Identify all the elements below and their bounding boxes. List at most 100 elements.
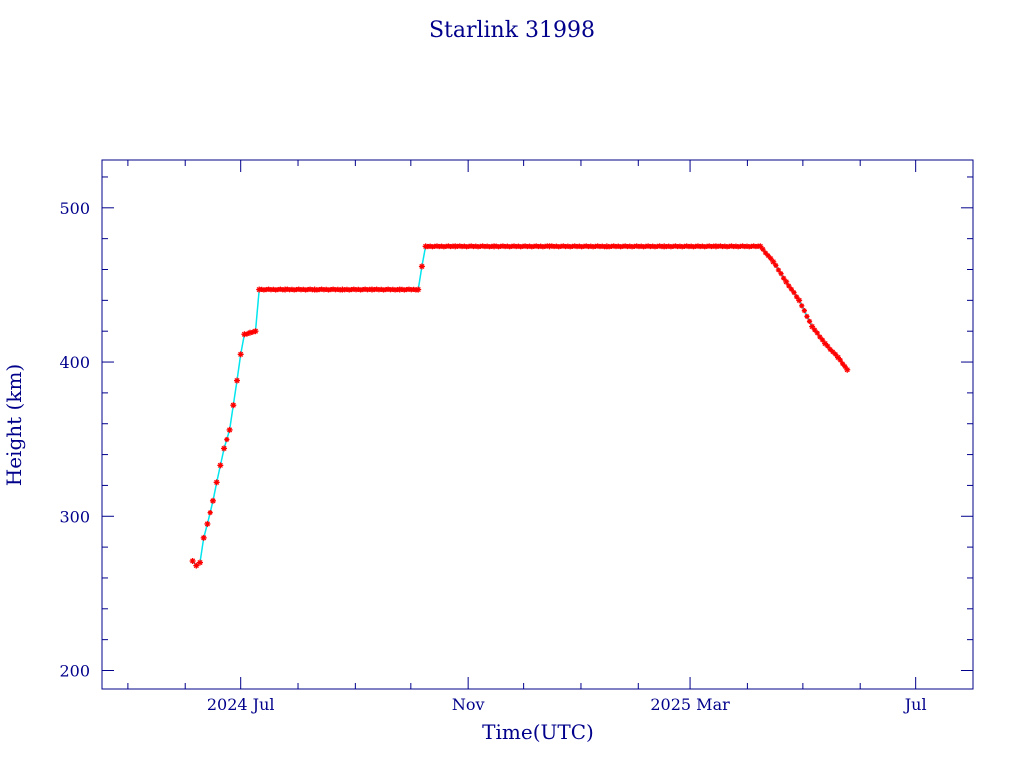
data-point-stroke: [768, 256, 773, 261]
data-point-stroke: [711, 243, 716, 249]
y-tick-label: 300: [59, 507, 90, 526]
axis-ticks: 2024 Jul Nov 2025 Mar Jul 200 300 400 500: [59, 160, 974, 714]
data-point: [367, 286, 373, 292]
data-point: [806, 318, 813, 324]
data-point-stroke: [217, 462, 223, 468]
series-line: [192, 245, 848, 567]
data-point: [760, 246, 766, 252]
data-point: [204, 520, 211, 527]
data-point: [796, 297, 803, 304]
data-point-stroke: [419, 263, 425, 269]
data-point: [809, 323, 816, 330]
data-point-stroke: [799, 303, 805, 309]
x-tick-label: 2025 Mar: [650, 695, 730, 714]
data-point: [832, 351, 839, 357]
data-point-stroke: [809, 324, 815, 330]
data-point: [799, 303, 805, 309]
data-point: [601, 244, 608, 250]
data-point-stroke: [190, 558, 196, 564]
data-point-stroke: [827, 347, 833, 352]
data-point: [819, 337, 826, 343]
data-point: [844, 366, 851, 373]
data-point-stroke: [830, 349, 836, 355]
series-layer: [189, 243, 851, 569]
data-point-stroke: [786, 283, 792, 289]
data-point-stroke: [197, 559, 203, 566]
data-point-stroke: [833, 351, 838, 357]
data-point: [394, 286, 401, 293]
data-point: [418, 263, 425, 270]
data-point: [200, 534, 207, 541]
data-point: [837, 357, 843, 363]
data-point-stroke: [770, 259, 776, 265]
y-tick-label: 400: [59, 353, 90, 372]
data-point: [209, 497, 216, 504]
data-point-stroke: [210, 498, 216, 504]
data-point: [814, 330, 820, 336]
data-point: [659, 243, 665, 250]
data-point-stroke: [776, 267, 781, 273]
data-point-stroke: [820, 337, 825, 343]
data-point: [793, 294, 800, 300]
data-point-stroke: [234, 377, 240, 384]
data-point-stroke: [310, 287, 315, 293]
chart-title: Starlink 31998: [429, 18, 595, 43]
data-point-stroke: [367, 287, 372, 292]
data-point-stroke: [230, 402, 236, 408]
data-point-stroke: [250, 329, 255, 335]
data-point-stroke: [755, 243, 761, 249]
data-point-stroke: [413, 287, 419, 293]
data-point-stroke: [207, 510, 213, 515]
data-point-stroke: [221, 445, 227, 451]
data-point: [337, 287, 343, 293]
data-point: [237, 351, 244, 358]
plot-frame: [101, 159, 974, 690]
data-point-stroke: [765, 253, 771, 258]
data-point: [778, 271, 784, 277]
x-tick-label: 2024 Jul: [207, 695, 275, 714]
data-point-stroke: [450, 243, 456, 249]
data-point: [783, 278, 790, 285]
data-point-stroke: [794, 294, 799, 300]
data-point: [213, 479, 220, 486]
data-point-stroke: [825, 343, 830, 349]
data-point-stroke: [783, 279, 789, 285]
data-point-stroke: [822, 340, 828, 347]
data-point-stroke: [760, 246, 766, 252]
data-point: [765, 253, 771, 259]
data-point-stroke: [238, 351, 244, 357]
data-point: [230, 402, 237, 409]
data-point: [226, 426, 233, 433]
data-point: [450, 243, 456, 249]
data-point-stroke: [807, 319, 812, 324]
data-point: [189, 557, 196, 564]
data-point-stroke: [489, 244, 495, 249]
data-point: [775, 267, 782, 273]
data-point: [233, 377, 240, 384]
x-tick-label: Nov: [452, 695, 485, 714]
data-point-stroke: [791, 290, 797, 295]
data-point-stroke: [773, 263, 779, 268]
data-point: [825, 343, 831, 349]
y-tick-label: 200: [59, 661, 90, 680]
data-point-stroke: [812, 327, 817, 333]
data-point-stroke: [337, 287, 343, 293]
x-tick-label: Jul: [903, 695, 927, 714]
data-point-stroke: [838, 357, 843, 363]
data-point: [413, 287, 419, 293]
data-point: [773, 262, 779, 269]
data-point-stroke: [204, 521, 210, 527]
data-point-stroke: [214, 479, 220, 485]
data-point-stroke: [815, 330, 820, 336]
data-point-stroke: [280, 287, 286, 293]
data-point: [791, 289, 797, 296]
data-point: [804, 313, 810, 320]
data-point: [489, 243, 495, 249]
data-point: [768, 255, 774, 261]
data-point-stroke: [224, 437, 230, 442]
data-point: [755, 243, 761, 249]
data-point-stroke: [840, 361, 845, 367]
data-point: [280, 287, 286, 293]
data-point: [244, 331, 250, 337]
